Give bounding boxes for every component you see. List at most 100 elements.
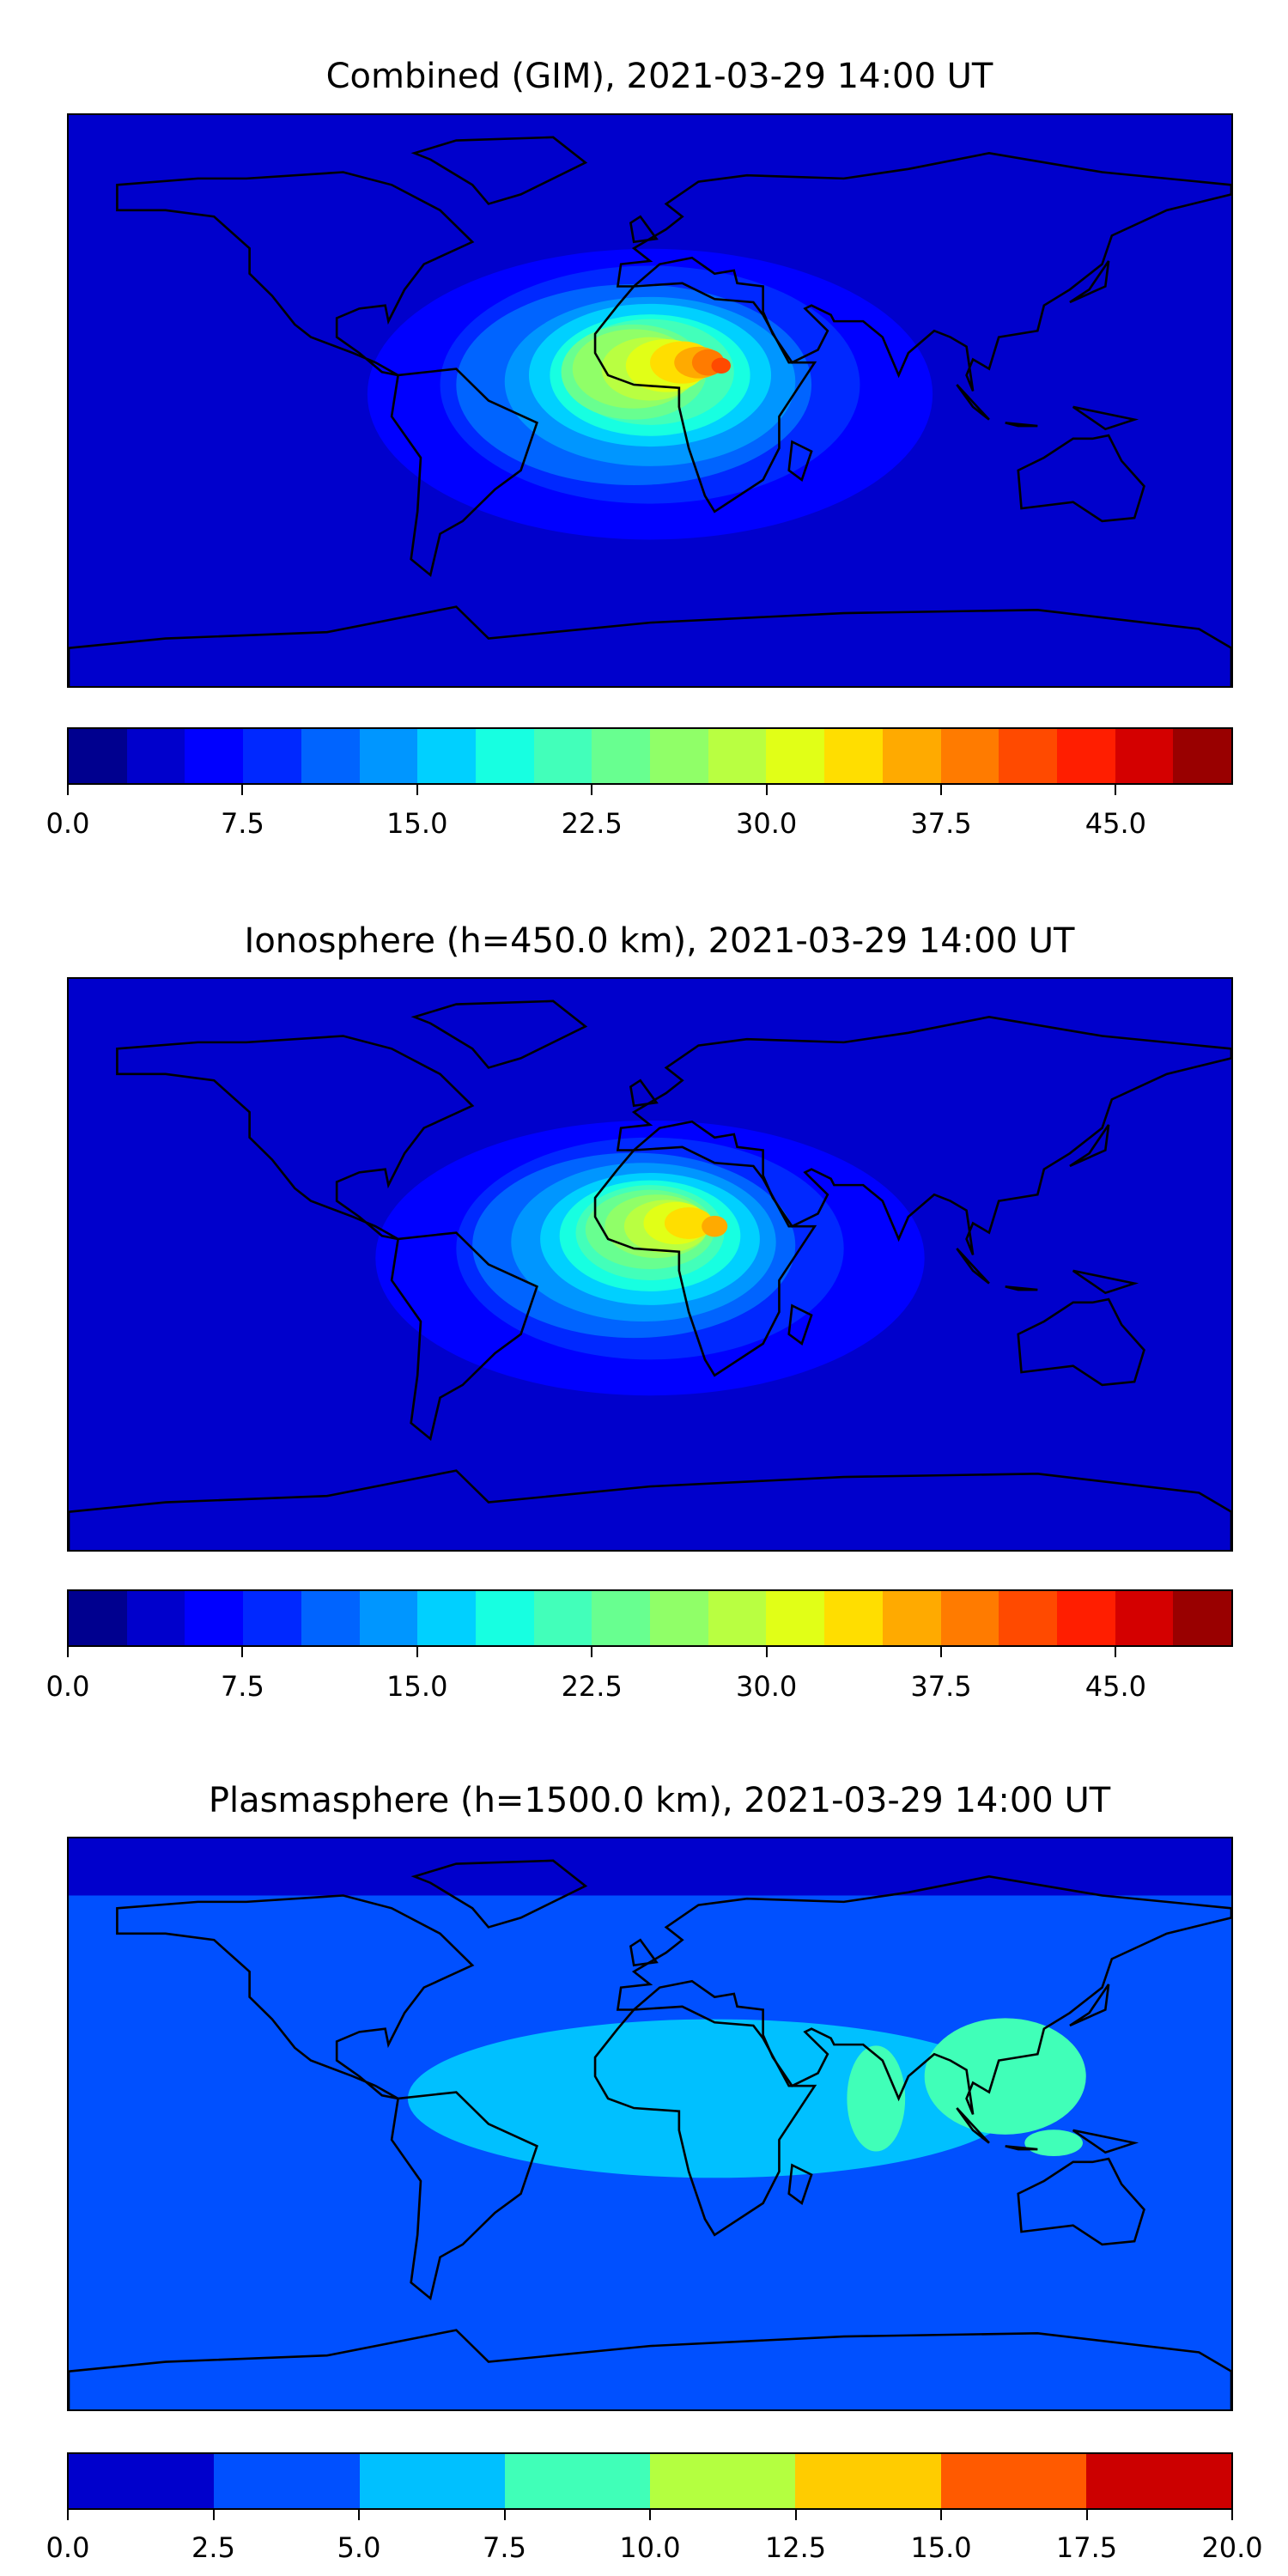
contour-level [924, 2018, 1086, 2135]
coastline [410, 1859, 588, 1929]
colorbar-segment [650, 729, 708, 783]
coastline [1005, 1285, 1038, 1291]
heatmap-map [67, 113, 1233, 688]
colorbar-segment [999, 1591, 1057, 1645]
coastline [69, 605, 1231, 686]
contour-level [847, 2045, 906, 2152]
colorbar-tick [67, 2510, 69, 2520]
coastline [1072, 2129, 1139, 2154]
map-svg [69, 115, 1231, 686]
coastline [956, 384, 990, 421]
coastline [787, 2163, 813, 2205]
colorbar [67, 727, 1233, 785]
colorbar-tick-label: 22.5 [561, 807, 623, 840]
colorbar-segment [504, 2454, 650, 2508]
coastline [69, 2329, 1231, 2409]
colorbar-tick-label: 37.5 [910, 1670, 972, 1703]
colorbar-tick-label: 15.0 [910, 2531, 972, 2564]
colorbar-tick [765, 785, 768, 795]
colorbar-tick [1115, 1647, 1117, 1657]
colorbar-segment [1115, 729, 1174, 783]
coastline [1005, 422, 1038, 428]
coastline [629, 215, 659, 244]
colorbar-segment [301, 729, 360, 783]
colorbar-tick [1231, 2510, 1233, 2520]
coastline [1017, 434, 1145, 523]
colorbar-segment [1173, 1591, 1232, 1645]
colorbar-segment [766, 1591, 825, 1645]
coastline [390, 1231, 538, 1442]
colorbar-tick [416, 785, 418, 795]
colorbar-segment [824, 729, 883, 783]
colorbar-segment [475, 1591, 534, 1645]
colorbar-segment [533, 729, 592, 783]
colorbar-tick [649, 2510, 651, 2520]
colorbar-segment [359, 1591, 418, 1645]
colorbar-tick-label: 7.5 [220, 1670, 264, 1703]
coastline [410, 999, 588, 1069]
colorbar-segment [359, 2454, 505, 2508]
colorbar-segment [999, 729, 1057, 783]
colorbar-segment [214, 2454, 360, 2508]
colorbar-segment [1056, 1591, 1115, 1645]
map-svg [69, 1838, 1231, 2409]
coastline [390, 368, 538, 578]
colorbar-segment [69, 729, 127, 783]
contour-level [1024, 2129, 1083, 2157]
colorbar-tick [794, 2510, 797, 2520]
colorbar-tick-label: 45.0 [1084, 1670, 1147, 1703]
polar-band [69, 115, 1231, 173]
colorbar-tick-label: 30.0 [735, 807, 798, 840]
coastline [1069, 1124, 1110, 1168]
colorbar-segment [940, 2454, 1086, 2508]
colorbar-tick-label: 45.0 [1084, 807, 1147, 840]
colorbar-tick [940, 1647, 942, 1657]
panel-title: Combined (GIM), 2021-03-29 14:00 UT [325, 57, 993, 96]
coastline [116, 1035, 475, 1241]
colorbar-segment [69, 1591, 127, 1645]
colorbar-tick-label: 37.5 [910, 807, 972, 840]
colorbar-segment [882, 1591, 941, 1645]
colorbar-tick [212, 2510, 215, 2520]
colorbar-tick-label: 20.0 [1201, 2531, 1263, 2564]
colorbar-segment [126, 1591, 185, 1645]
colorbar-tick-label: 5.0 [337, 2531, 381, 2564]
coastline [1017, 1297, 1145, 1387]
colorbar-segment [243, 1591, 301, 1645]
coastline [629, 1078, 659, 1108]
coastline [1017, 2157, 1145, 2246]
colorbar-segment [592, 1591, 651, 1645]
coastline [593, 282, 817, 513]
colorbar-tick-label: 15.0 [386, 1670, 448, 1703]
colorbar-segment [766, 729, 825, 783]
colorbar-segment [243, 729, 301, 783]
colorbar-tick-label: 7.5 [483, 2531, 526, 2564]
colorbar-tick [940, 2510, 942, 2520]
colorbar-segment [708, 729, 767, 783]
colorbar-tick-label: 0.0 [46, 1670, 90, 1703]
coastline [616, 1016, 1231, 1255]
coastline [629, 1938, 659, 1967]
contour-level [702, 1215, 728, 1237]
heatmap-map [67, 977, 1233, 1552]
colorbar-tick [67, 1647, 69, 1657]
colorbar-segment [650, 2454, 796, 2508]
colorbar-tick-label: 15.0 [386, 807, 448, 840]
colorbar-segment [592, 729, 651, 783]
colorbar-segment [533, 1591, 592, 1645]
polar-band [69, 1838, 1231, 1896]
colorbar-segment [940, 1591, 999, 1645]
colorbar-segment [359, 729, 418, 783]
colorbar-segment [1056, 729, 1115, 783]
coastline [787, 1303, 813, 1346]
coastline [1069, 1984, 1110, 2027]
colorbar-segment [69, 2454, 215, 2508]
colorbar-tick [67, 785, 69, 795]
colorbar-tick [503, 2510, 506, 2520]
coastline [116, 171, 475, 377]
coastline [69, 1469, 1231, 1550]
coastline [410, 136, 588, 205]
colorbar-segment [650, 1591, 708, 1645]
colorbar-tick-label: 0.0 [46, 2531, 90, 2564]
colorbar-segment [795, 2454, 941, 2508]
